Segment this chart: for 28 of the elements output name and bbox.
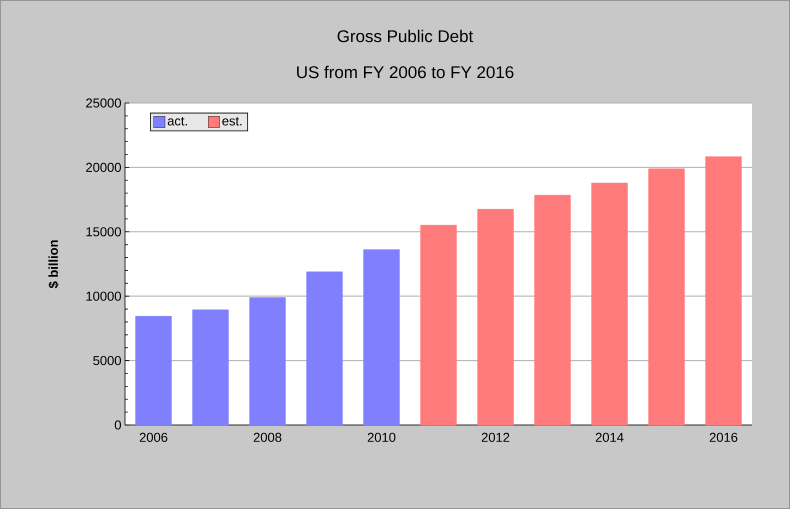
x-tick-label: 2010 — [368, 432, 396, 442]
y-tick-label: 15000 — [86, 227, 121, 236]
x-tick-label: 2012 — [482, 432, 510, 442]
y-tick-label: 5000 — [93, 356, 121, 366]
y-tick-label: 0 — [114, 420, 121, 430]
legend-label: est. — [222, 117, 242, 126]
y-axis-title: $ billion — [48, 240, 59, 288]
bar — [534, 194, 571, 426]
bar — [705, 156, 742, 426]
bar — [420, 224, 457, 426]
bar — [249, 297, 286, 426]
bar — [135, 316, 172, 426]
y-tick-label: 10000 — [86, 292, 121, 301]
chart-subtitle: US from FY 2006 to FY 2016 — [297, 66, 514, 78]
legend-label: act. — [168, 117, 187, 126]
x-tick-label: 2008 — [254, 432, 282, 442]
bar — [477, 208, 514, 426]
bar — [648, 168, 685, 426]
chart-title: Gross Public Debt — [338, 30, 474, 42]
bar — [306, 272, 343, 426]
bar — [363, 249, 400, 426]
bar — [591, 182, 628, 426]
x-tick-label: 2016 — [710, 432, 738, 442]
y-tick-label: 25000 — [86, 98, 121, 108]
bar — [192, 310, 229, 426]
x-tick-label: 2014 — [596, 432, 624, 442]
y-tick-label: 20000 — [86, 162, 121, 172]
x-tick-label: 2006 — [140, 432, 168, 442]
